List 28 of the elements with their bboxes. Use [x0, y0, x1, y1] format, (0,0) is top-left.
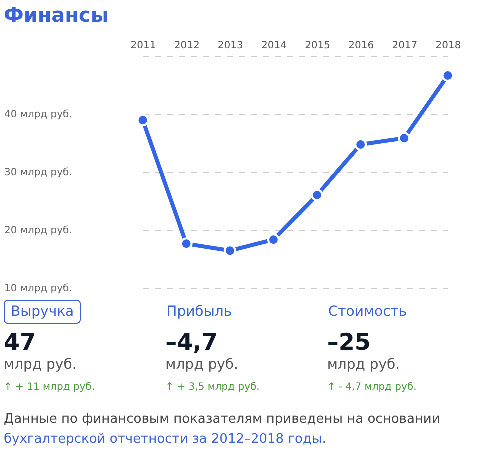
text: –4,7	[166, 330, 219, 356]
x-tick-label: 2011	[130, 40, 156, 52]
chart-title: Финансы	[4, 3, 109, 27]
text: 47	[4, 330, 38, 356]
text: Прибыль	[166, 303, 234, 322]
text: млрд руб.	[166, 356, 240, 374]
text: –25	[327, 330, 372, 356]
x-tick-label: 2013	[218, 40, 244, 52]
x-tick-label: 2017	[392, 40, 418, 52]
text: Данные по финансовым показателям приведены на основании	[4, 412, 440, 427]
text: ↑ - 4,7 млрд руб.	[327, 382, 418, 393]
y-tick-label: 20 млрд руб.	[4, 226, 72, 236]
x-tick-label: 2016	[348, 40, 374, 52]
y-tick-label: 30 млрд руб.	[4, 168, 72, 178]
text: Стоимость	[327, 303, 408, 322]
y-tick-label: 10 млрд руб.	[4, 284, 72, 294]
text: ↑ + 11 млрд руб.	[4, 382, 96, 393]
text: ↑ + 3,5 млрд руб.	[166, 382, 261, 393]
text: млрд руб.	[4, 356, 78, 374]
text: Выручка	[4, 300, 82, 324]
x-tick-label: 2014	[261, 40, 287, 52]
x-tick-label: 2015	[305, 40, 331, 52]
point	[311, 188, 324, 202]
x-tick-label: 2012	[174, 40, 200, 52]
text: млрд руб.	[327, 356, 402, 374]
y-tick-label: 40 млрд руб.	[4, 110, 72, 120]
text: бухгалтерской отчетности за 2012–2018 годы.	[4, 432, 326, 447]
x-tick-label: 2018	[436, 40, 462, 52]
